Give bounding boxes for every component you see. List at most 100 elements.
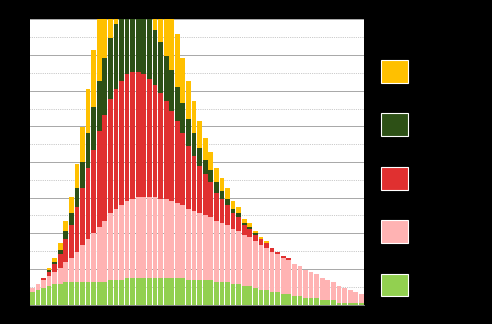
Bar xyxy=(136,72,141,197)
Bar xyxy=(203,215,208,280)
Bar xyxy=(219,191,224,199)
Bar xyxy=(164,199,168,278)
Bar xyxy=(197,280,202,305)
Bar xyxy=(175,121,180,203)
Bar xyxy=(30,288,34,292)
Bar xyxy=(259,246,263,290)
Bar xyxy=(231,209,235,213)
Bar xyxy=(92,233,96,282)
Bar xyxy=(69,282,74,305)
Bar xyxy=(181,103,185,133)
Bar xyxy=(236,213,241,217)
Bar xyxy=(247,237,252,286)
Bar xyxy=(80,162,85,189)
Bar xyxy=(130,0,135,5)
Bar xyxy=(181,278,185,305)
Bar xyxy=(242,219,246,223)
Bar xyxy=(119,0,124,13)
Bar xyxy=(164,0,168,56)
Bar xyxy=(231,284,235,305)
Bar xyxy=(63,262,68,282)
Bar xyxy=(225,225,230,282)
Bar xyxy=(298,266,302,296)
Bar xyxy=(58,243,62,249)
Bar xyxy=(303,270,308,298)
Bar xyxy=(242,225,246,235)
Bar xyxy=(253,233,258,235)
Bar xyxy=(353,292,358,303)
Bar xyxy=(169,278,174,305)
Bar xyxy=(108,213,113,280)
Bar xyxy=(153,29,157,85)
Bar xyxy=(86,168,91,239)
Bar xyxy=(35,290,40,305)
Bar xyxy=(52,284,57,305)
Bar xyxy=(219,223,224,282)
Bar xyxy=(80,282,85,305)
Bar xyxy=(119,280,124,305)
Bar xyxy=(331,300,336,305)
Bar xyxy=(114,0,118,24)
Bar xyxy=(214,221,218,282)
Bar xyxy=(186,146,191,209)
Bar xyxy=(175,87,180,121)
Bar xyxy=(247,229,252,237)
Bar xyxy=(130,278,135,305)
Bar xyxy=(326,280,330,300)
Bar xyxy=(209,280,213,305)
Bar xyxy=(298,296,302,305)
Bar xyxy=(147,0,152,19)
Bar xyxy=(41,288,46,305)
Bar xyxy=(203,280,208,305)
Bar xyxy=(86,89,91,133)
Bar xyxy=(52,258,57,262)
Bar xyxy=(331,282,336,300)
Bar xyxy=(147,78,152,197)
Bar xyxy=(214,282,218,305)
Bar xyxy=(119,13,124,81)
Bar xyxy=(219,199,224,223)
Bar xyxy=(102,58,107,115)
Bar xyxy=(253,241,258,288)
Bar xyxy=(108,99,113,213)
Bar xyxy=(303,298,308,305)
Bar xyxy=(30,292,34,305)
Bar xyxy=(314,274,319,298)
Bar xyxy=(359,295,364,303)
Bar xyxy=(108,0,113,38)
Bar xyxy=(281,258,285,295)
Bar xyxy=(219,282,224,305)
Bar xyxy=(281,256,285,258)
Bar xyxy=(281,295,285,305)
Bar xyxy=(186,209,191,280)
Bar xyxy=(192,211,196,280)
Bar xyxy=(270,252,275,292)
Bar xyxy=(92,150,96,233)
Bar xyxy=(75,207,79,252)
Bar xyxy=(348,290,352,303)
Bar xyxy=(47,286,51,305)
Bar xyxy=(253,235,258,241)
Bar xyxy=(108,38,113,99)
Bar xyxy=(326,300,330,305)
Bar xyxy=(353,303,358,305)
Bar xyxy=(164,278,168,305)
Bar xyxy=(97,81,101,132)
Bar xyxy=(52,262,57,264)
Bar xyxy=(276,254,280,292)
Bar xyxy=(186,81,191,119)
Bar xyxy=(153,0,157,29)
Bar xyxy=(41,278,46,280)
Bar xyxy=(175,203,180,278)
Bar xyxy=(253,231,258,233)
Bar xyxy=(136,0,141,7)
Bar xyxy=(209,217,213,280)
Bar xyxy=(58,254,62,268)
Bar xyxy=(320,278,325,300)
Bar xyxy=(147,19,152,78)
Bar xyxy=(102,0,107,58)
Bar xyxy=(197,213,202,280)
Bar xyxy=(108,280,113,305)
Bar xyxy=(219,178,224,191)
Bar xyxy=(41,280,46,288)
